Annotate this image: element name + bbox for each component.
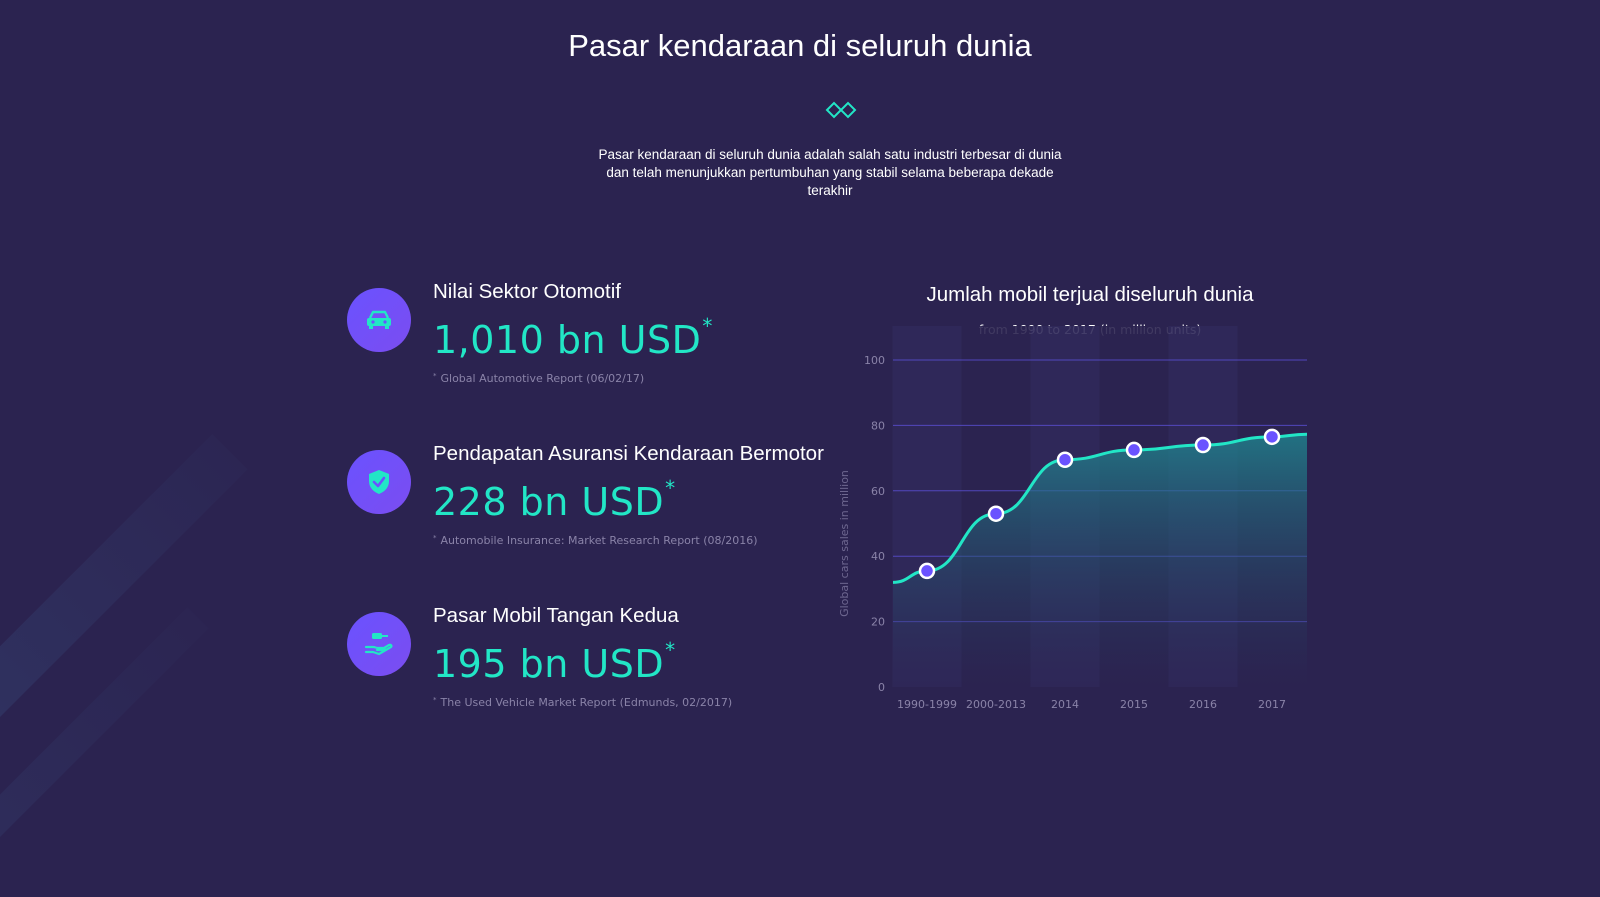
x-tick-label: 2017 <box>1258 698 1286 711</box>
x-tick-label: 1990-1999 <box>897 698 957 711</box>
data-point <box>1263 428 1281 446</box>
data-point <box>918 562 936 580</box>
stat-label: Pendapatan Asuransi Kendaraan Bermotor <box>433 442 824 465</box>
data-point <box>1056 451 1074 468</box>
stat-label: Pasar Mobil Tangan Kedua <box>433 604 679 627</box>
data-point <box>987 505 1005 522</box>
page-title: Pasar kendaraan di seluruh dunia <box>568 28 1032 63</box>
x-tick-label: 2015 <box>1120 698 1148 711</box>
x-tick-label: 2014 <box>1051 698 1079 711</box>
data-point <box>1125 441 1143 459</box>
infinity-logo-icon <box>825 101 857 119</box>
intro-text: Pasar kendaraan di seluruh dunia adalah … <box>598 147 1062 198</box>
area-fill <box>893 434 1307 687</box>
x-tick-label: 2000-2013 <box>966 698 1026 711</box>
y-tick-label: 100 <box>864 354 885 367</box>
stat-source: * Global Automotive Report (06/02/17) <box>433 372 645 385</box>
y-tick-label: 20 <box>871 616 885 629</box>
y-tick-label: 40 <box>871 550 885 563</box>
y-axis-label: Global cars sales in million <box>838 470 851 617</box>
stat-label: Nilai Sektor Otomotif <box>433 280 621 303</box>
chart-title: Jumlah mobil terjual diseluruh dunia <box>926 283 1254 306</box>
stat-value: 228 bn USD* <box>433 476 676 524</box>
car-sales-chart: 0 20 40 60 80 100 1990-1999 2000-2013 2014 2015 2… <box>838 326 1308 711</box>
series-line <box>892 432 1308 584</box>
stat-value: 195 bn USD* <box>433 638 676 686</box>
y-tick-label: 0 <box>878 681 885 694</box>
stat-source: * Automobile Insurance: Market Research R… <box>433 534 758 547</box>
y-tick-label: 60 <box>871 485 885 498</box>
data-point <box>1194 436 1212 454</box>
shield-check-icon <box>347 450 411 514</box>
hand-key-icon <box>347 612 411 676</box>
stat-value: 1,010 bn USD* <box>433 314 713 362</box>
stat-source: * The Used Vehicle Market Report (Edmunds… <box>433 696 733 709</box>
car-icon <box>347 288 411 352</box>
y-tick-label: 80 <box>871 419 885 432</box>
x-tick-label: 2016 <box>1189 698 1217 711</box>
